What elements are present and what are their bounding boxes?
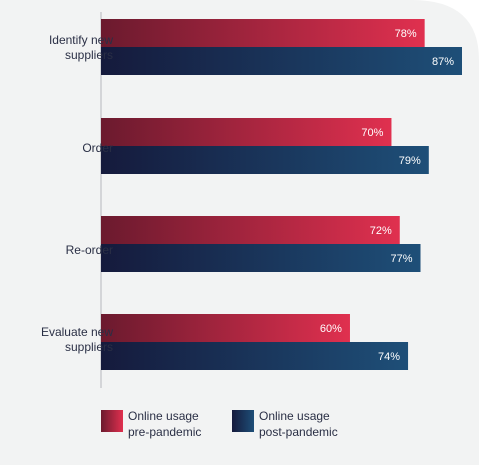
bar-identify-new-suppliers-post-pandemic	[101, 47, 462, 75]
legend-label-pre-pandemic: Online usage pre-pandemic	[128, 409, 202, 439]
category-label-re-order: Re-order	[65, 243, 113, 257]
bar-identify-new-suppliers-pre-pandemic	[101, 19, 425, 47]
category-label-evaluate-new-suppliers: Evaluate new suppliers	[40, 325, 113, 354]
value-label-re-order-post-pandemic: 77%	[390, 253, 412, 265]
bar-re-order-post-pandemic	[101, 244, 421, 272]
bar-re-order-pre-pandemic	[101, 216, 400, 244]
category-label-order: Order	[82, 141, 113, 155]
value-label-re-order-pre-pandemic: 72%	[370, 225, 392, 237]
legend-post-pandemic: Online usage post-pandemic	[232, 408, 338, 440]
bar-evaluate-new-suppliers-post-pandemic	[101, 342, 409, 370]
value-label-evaluate-new-suppliers-pre-pandemic: 60%	[320, 323, 342, 335]
bar-evaluate-new-suppliers-pre-pandemic	[101, 314, 350, 342]
legend-pre-pandemic: Online usage pre-pandemic	[101, 408, 201, 440]
value-label-order-post-pandemic: 79%	[399, 155, 421, 167]
bar-chart: 78% 87% 70% 79% 72% 77% 60% 74%	[100, 12, 462, 388]
legend-swatch-pre-pandemic	[101, 410, 123, 432]
value-label-identify-new-suppliers-pre-pandemic: 78%	[395, 28, 417, 40]
bar-order-pre-pandemic	[101, 118, 392, 146]
legend-swatch-post-pandemic	[232, 410, 254, 432]
value-label-evaluate-new-suppliers-post-pandemic: 74%	[378, 351, 400, 363]
bar-order-post-pandemic	[101, 146, 429, 174]
legend-label-post-pandemic: Online usage post-pandemic	[259, 409, 338, 439]
category-label-identify-new-suppliers: Identify new suppliers	[48, 33, 113, 62]
value-label-identify-new-suppliers-post-pandemic: 87%	[432, 56, 454, 68]
value-label-order-pre-pandemic: 70%	[361, 127, 383, 139]
